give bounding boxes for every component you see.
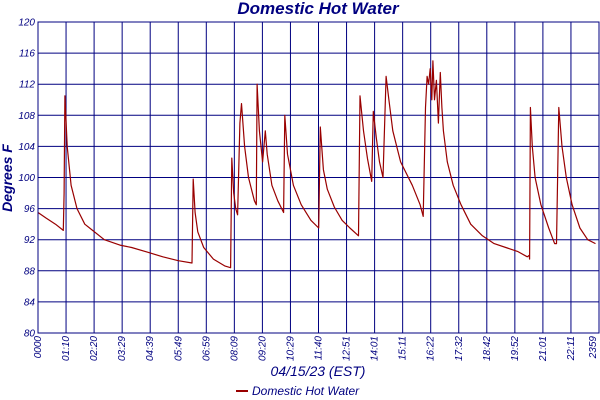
series-line [37,60,596,269]
x-tick-label: 15:11 [398,336,409,360]
chart-title: Domestic Hot Water [237,0,400,18]
y-tick-label: 116 [19,49,35,60]
x-tick-label: 09:20 [257,336,268,361]
y-tick-label: 80 [24,329,36,340]
x-tick-label: 03:29 [117,336,128,361]
y-tick-label: 104 [18,142,35,153]
y-tick-label: 120 [18,18,35,29]
legend-label: Domestic Hot Water [252,384,360,398]
x-tick-label: 2359 [588,336,599,360]
x-tick-label: 22:11 [566,336,577,361]
y-tick-label: 100 [18,173,35,184]
grid [38,21,599,334]
y-tick-label: 84 [24,297,36,308]
x-tick-label: 14:01 [370,336,381,361]
x-tick-label: 17:32 [454,336,465,361]
y-tick-label: 92 [24,235,36,246]
y-axis-label: Degrees F [0,144,15,212]
y-tick-label: 112 [19,80,35,91]
x-tick-label: 0000 [33,336,44,359]
x-axis-label: 04/15/23 (EST) [271,363,366,379]
y-tick-label: 108 [18,111,35,122]
x-tick-label: 04:39 [145,336,156,361]
x-tick-label: 12:51 [342,336,353,361]
x-tick-label: 01:10 [61,336,72,361]
x-tick-label: 05:49 [173,336,184,361]
x-tick-label: 21:01 [538,336,549,362]
y-axis-ticks: 80 84 88 92 96 100 104 108 112 116 120 [18,18,35,340]
x-axis-ticks: 0000 01:10 02:20 03:29 04:39 05:49 06:59 08:09 0… [33,336,599,362]
x-tick-label: 16:22 [426,336,437,361]
plot-frame [37,21,600,334]
legend: Domestic Hot Water [236,384,360,398]
x-tick-label: 18:42 [482,336,493,361]
x-tick-label: 10:29 [285,336,296,361]
x-tick-label: 02:20 [89,336,100,361]
y-tick-label: 88 [24,266,36,277]
x-tick-label: 08:09 [229,336,240,361]
y-tick-label: 96 [24,204,36,215]
x-tick-label: 11:40 [314,336,325,361]
x-tick-label: 19:52 [510,336,521,361]
x-tick-label: 06:59 [201,336,212,361]
